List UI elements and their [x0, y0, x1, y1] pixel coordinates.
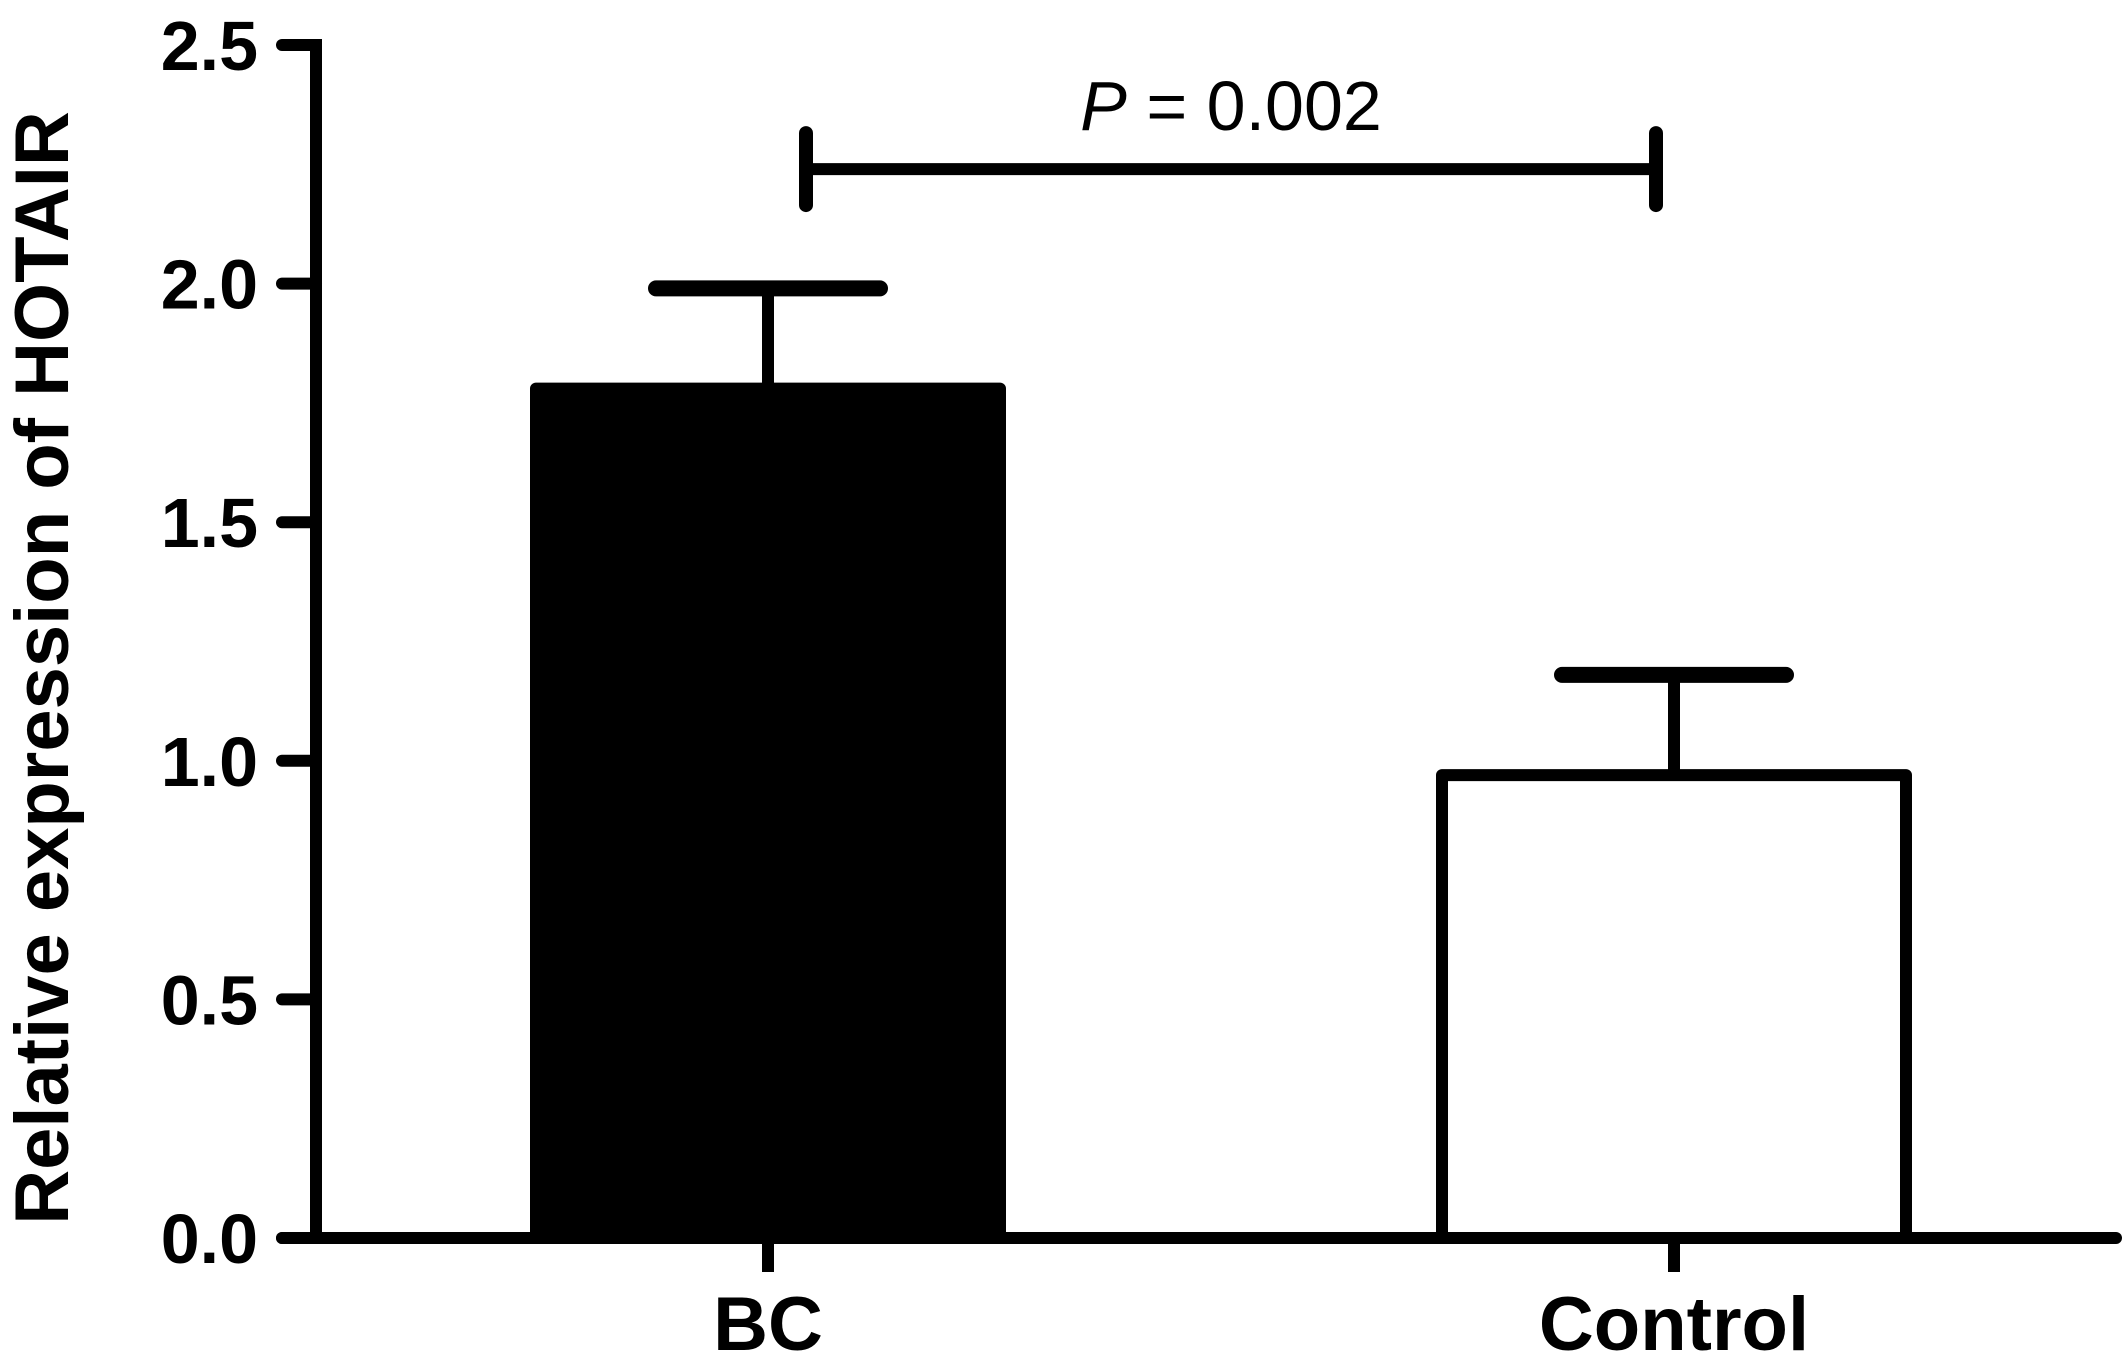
plot-area: 0.0 0.5 1.0 1.5 2.0 2.5 BC Control P = 0.002	[161, 7, 2122, 1361]
y-tick-label: 2.5	[161, 7, 258, 85]
y-tick-label: 1.5	[161, 484, 258, 562]
p-value-annotation: P = 0.002	[1080, 67, 1382, 145]
p-value-text: = 0.002	[1127, 67, 1382, 145]
y-tick-label: 0.5	[161, 961, 258, 1039]
y-tick-label: 0.0	[161, 1200, 258, 1278]
y-axis-title: Relative expression of HOTAIR	[0, 111, 85, 1225]
p-value-symbol: P	[1080, 67, 1127, 145]
bar-control	[1436, 769, 1912, 1245]
y-tick-label: 2.0	[161, 246, 258, 324]
bar-bc	[530, 382, 1006, 1245]
x-tick-label: Control	[1539, 1282, 1809, 1361]
x-tick-label: BC	[713, 1282, 823, 1361]
y-tick-label: 1.0	[161, 723, 258, 801]
